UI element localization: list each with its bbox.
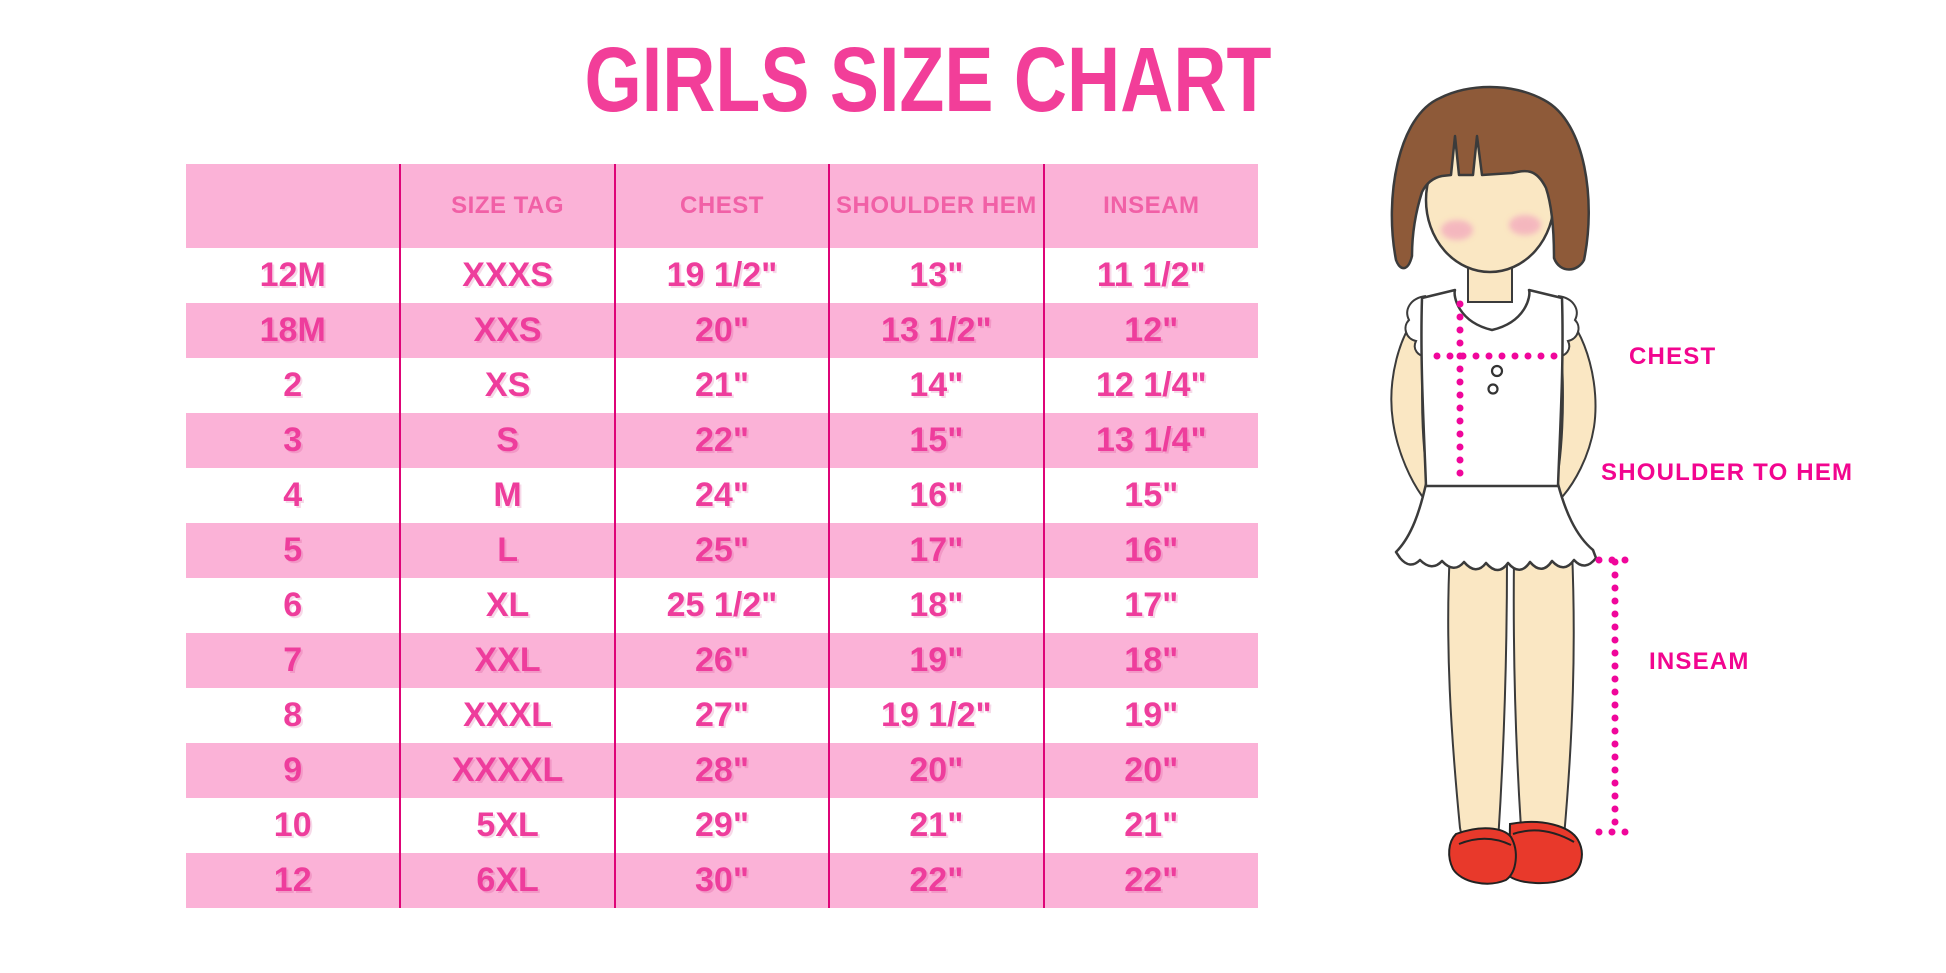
table-row: 12M XXXS 19 1/2" 13" 11 1/2": [186, 248, 1258, 303]
table-cell: 21": [829, 798, 1045, 853]
girl-button-bottom: [1487, 383, 1499, 395]
table-cell: M: [400, 468, 616, 523]
table-header: SIZE TAG CHEST SHOULDER HEM INSEAM: [186, 164, 1258, 248]
table-cell: 16": [829, 468, 1045, 523]
table-cell: 6XL: [400, 853, 616, 908]
table-cell: 12: [186, 853, 402, 908]
table-cell: L: [400, 523, 616, 578]
table-cell: 20": [829, 743, 1045, 798]
girl-blush-left: [1441, 220, 1473, 240]
table-row: 5 L 25" 17" 16": [186, 523, 1258, 578]
size-chart-table: SIZE TAG CHEST SHOULDER HEM INSEAM 12M XXXS 1…: [186, 164, 1258, 908]
table-row: 10 5XL 29" 21" 21": [186, 798, 1258, 853]
table-cell: XXXL: [400, 688, 616, 743]
table-cell: 11 1/2": [1096, 256, 1206, 294]
table-cell: 17": [829, 523, 1045, 578]
table-cell: 14": [829, 358, 1045, 413]
girl-shoe-left: [1448, 827, 1517, 885]
table-cell: 12 1/4": [1095, 366, 1207, 404]
table-cell: 20": [1124, 751, 1179, 789]
table-cell: 19 1/2": [614, 248, 831, 303]
table-cell: 13 1/4": [1095, 421, 1207, 459]
table-cell: 22": [829, 853, 1045, 908]
table-row: 12 6XL 30" 22" 22": [186, 853, 1258, 908]
girl-shoe-strap-left: [1458, 837, 1512, 846]
chest-label: CHEST: [1629, 343, 1716, 370]
table-cell: S: [400, 413, 616, 468]
table-cell: 19 1/2": [829, 688, 1045, 743]
table-row: 8 XXXL 27" 19 1/2" 19": [186, 688, 1258, 743]
table-row: 7 XXL 26" 19" 18": [186, 633, 1258, 688]
table-header-row: SIZE TAG CHEST SHOULDER HEM INSEAM: [186, 164, 1258, 248]
table-cell: 29": [614, 798, 831, 853]
table-cell: 19": [829, 633, 1045, 688]
girl-shoe-strap-right: [1512, 829, 1575, 843]
girl-illustration-svg: CHEST SHOULDER TO HEM INSEAM: [1390, 85, 1853, 885]
table-cell: 20": [614, 303, 831, 358]
table-cell: XXXS: [400, 248, 616, 303]
table-cell: 12": [1124, 311, 1179, 349]
header-cell: [186, 164, 402, 248]
table-row: 3 S 22" 15" 13 1/4": [186, 413, 1258, 468]
header-cell: SHOULDER HEM: [829, 164, 1045, 248]
table-cell: 7: [186, 633, 402, 688]
table-cell: 27": [614, 688, 831, 743]
table-cell: 15": [829, 413, 1045, 468]
header-cell: CHEST: [614, 164, 831, 248]
girl-hair: [1390, 85, 1590, 271]
table-cell: 4: [186, 468, 402, 523]
table-cell: 5: [186, 523, 402, 578]
table-cell: 5XL: [400, 798, 616, 853]
table-cell: 18": [829, 578, 1045, 633]
girl-blush-right: [1509, 215, 1541, 235]
table-cell: 21": [614, 358, 831, 413]
table-cell: 17": [1124, 586, 1179, 624]
table-row: 2 XS 21" 14" 12 1/4": [186, 358, 1258, 413]
table-body: 12M XXXS 19 1/2" 13" 11 1/2" 18M XXS 20" 13 1/2"…: [186, 248, 1258, 908]
table-cell: 25": [614, 523, 831, 578]
table-cell: XS: [400, 358, 616, 413]
table-row: 9 XXXXL 28" 20" 20": [186, 743, 1258, 798]
header-cell: INSEAM: [1103, 192, 1200, 219]
table-cell: 8: [186, 688, 402, 743]
table-cell: 19": [1124, 696, 1179, 734]
table-cell: 2: [186, 358, 402, 413]
table-cell: 25 1/2": [614, 578, 831, 633]
table-cell: 18": [1124, 641, 1179, 679]
girl-button-top: [1490, 364, 1504, 378]
table-cell: 12M: [186, 248, 402, 303]
table-cell: 22": [614, 413, 831, 468]
table-row: 4 M 24" 16" 15": [186, 468, 1258, 523]
table-cell: 6: [186, 578, 402, 633]
table-cell: 13": [829, 248, 1045, 303]
table-cell: 13 1/2": [829, 303, 1045, 358]
table-cell: 16": [1124, 531, 1179, 569]
table-cell: 15": [1124, 476, 1179, 514]
girl-measurement-illustration: CHEST SHOULDER TO HEM INSEAM: [1360, 80, 1860, 920]
table-cell: 3: [186, 413, 402, 468]
inseam-label: INSEAM: [1649, 648, 1750, 675]
girl-skirt: [1394, 482, 1598, 572]
header-cell: SIZE TAG: [400, 164, 616, 248]
table-cell: XXXXL: [400, 743, 616, 798]
table-cell: XXS: [400, 303, 616, 358]
table-cell: 10: [186, 798, 402, 853]
page-title: GIRLS SIZE CHART: [584, 29, 1272, 131]
table-cell: 18M: [186, 303, 402, 358]
table-cell: 30": [614, 853, 831, 908]
table-cell: XXL: [400, 633, 616, 688]
table-row: 6 XL 25 1/2" 18" 17": [186, 578, 1258, 633]
table-row: 18M XXS 20" 13 1/2" 12": [186, 303, 1258, 358]
table-cell: XL: [400, 578, 616, 633]
table-cell: 26": [614, 633, 831, 688]
table-cell: 21": [1124, 806, 1179, 844]
girl-leg-left: [1447, 548, 1509, 843]
table-cell: 28": [614, 743, 831, 798]
table-cell: 9: [186, 743, 402, 798]
table-cell: 24": [614, 468, 831, 523]
shoulder-to-hem-label: SHOULDER TO HEM: [1601, 459, 1853, 486]
table-cell: 22": [1124, 861, 1179, 899]
girl-leg-right: [1512, 548, 1575, 842]
